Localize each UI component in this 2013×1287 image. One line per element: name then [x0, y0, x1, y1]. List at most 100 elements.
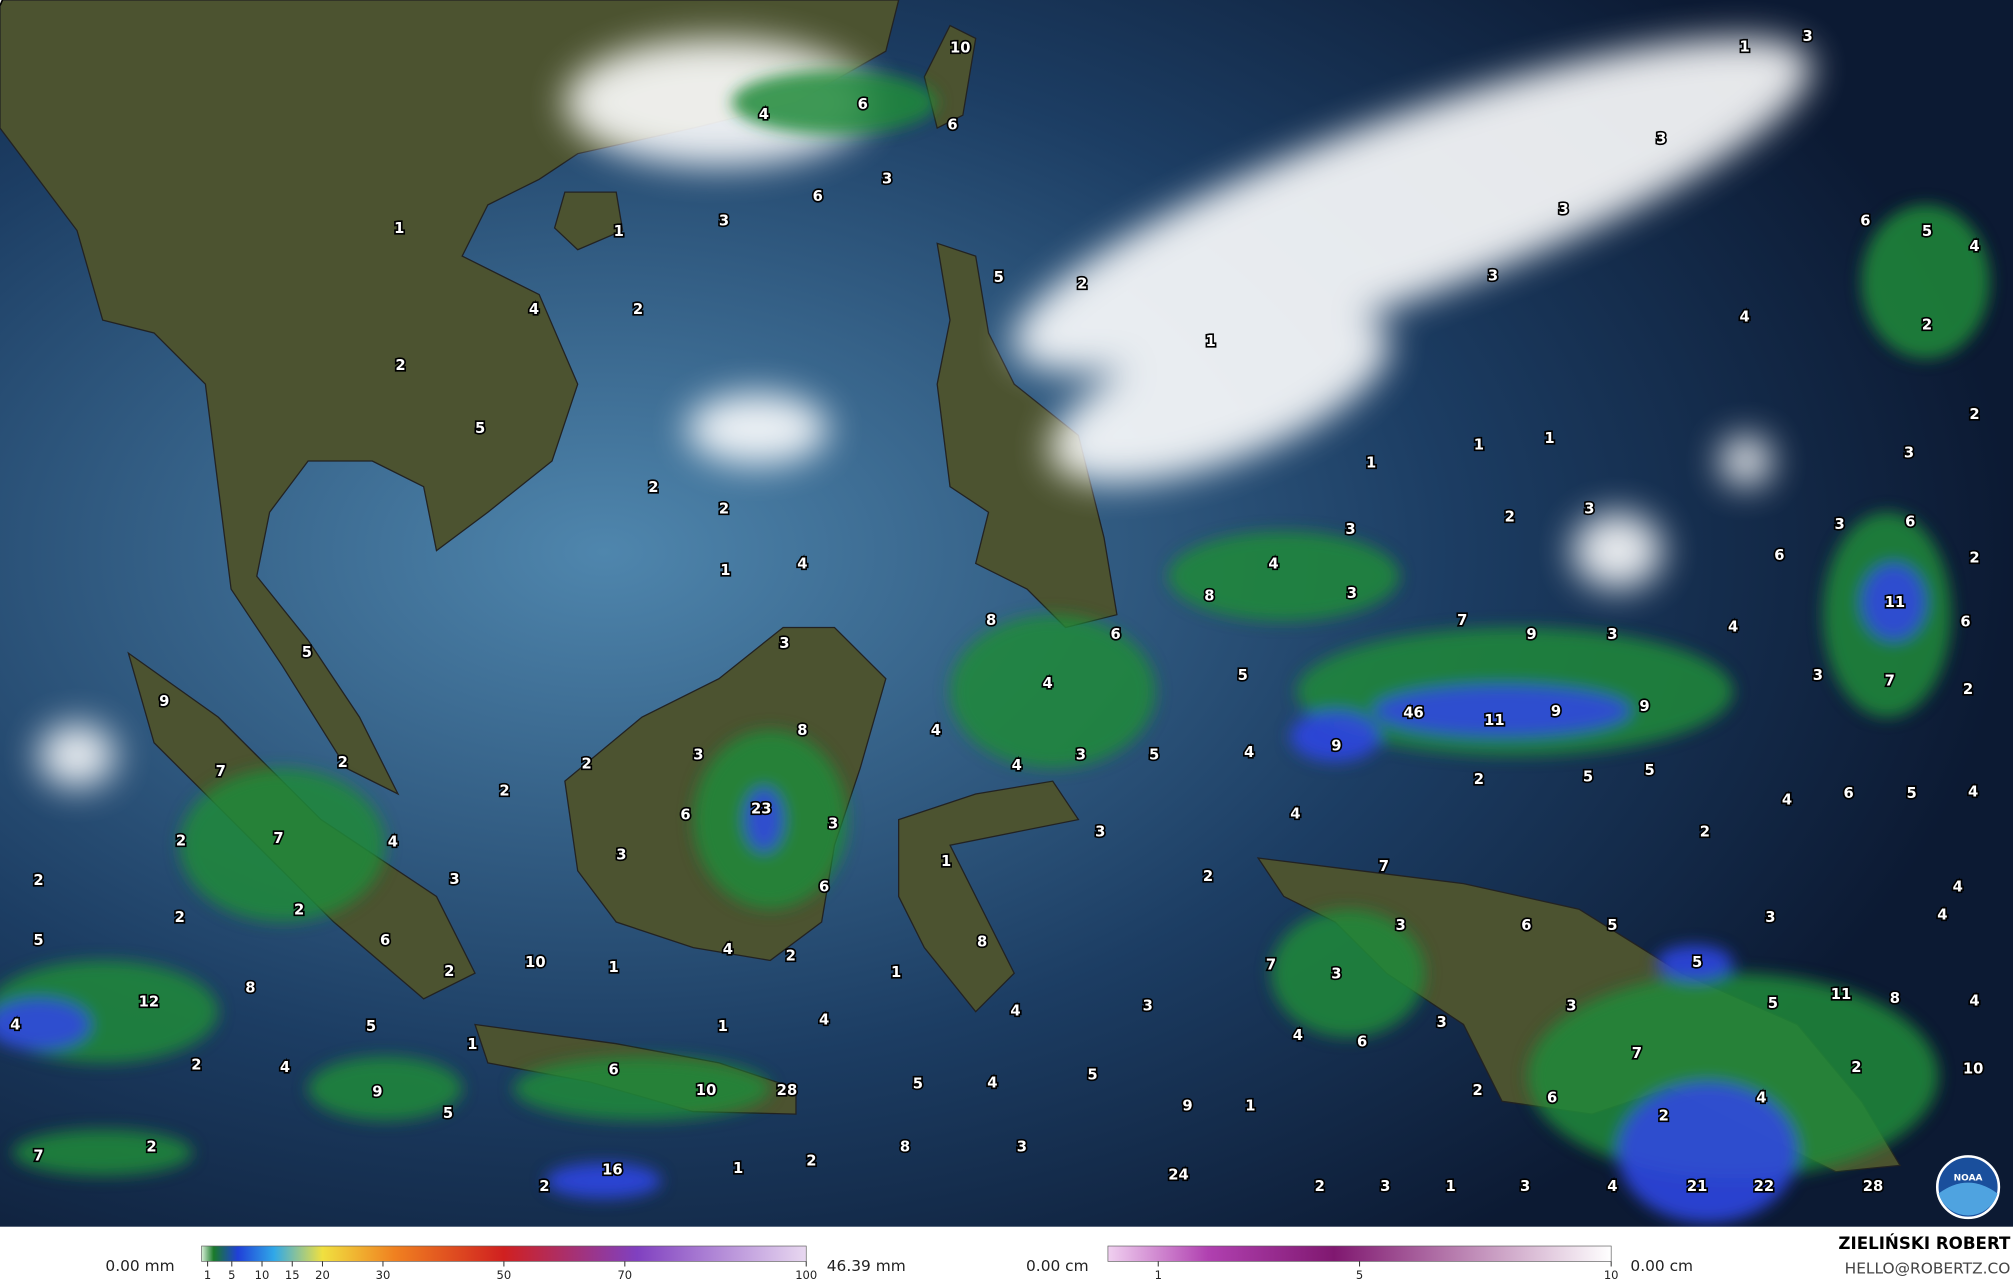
precip-label: 5 [913, 1076, 923, 1093]
precip-label: 2 [176, 832, 186, 849]
precip-label: 4 [1290, 805, 1300, 822]
precip-label: 2 [719, 501, 729, 518]
precip-label: 6 [1774, 547, 1784, 564]
precip-label: 3 [1835, 516, 1845, 533]
tick-label: 20 [315, 1268, 330, 1282]
snow-max: 0.00 cm [1630, 1257, 1693, 1275]
precip-label: 2 [499, 782, 509, 799]
precip-label: 3 [449, 871, 459, 888]
precip-label: 3 [1347, 585, 1357, 602]
precip-label: 28 [1863, 1178, 1884, 1195]
precip-label: 1 [1740, 38, 1750, 55]
precip-label: 3 [1395, 917, 1405, 934]
precip-label: 3 [1520, 1178, 1530, 1195]
precip-label: 6 [1960, 613, 1970, 630]
tick-label: 1 [204, 1268, 211, 1282]
precip-label: 3 [1437, 1014, 1447, 1031]
precip-label: 12 [139, 994, 160, 1011]
precip-label: 5 [1692, 954, 1702, 971]
clouds [38, 37, 1812, 788]
precip-label: 6 [1547, 1090, 1557, 1107]
precip-label: 6 [858, 96, 868, 113]
precip-label: 7 [1632, 1045, 1642, 1062]
precip-label: 4 [1968, 784, 1978, 801]
precip-label: 2 [33, 872, 43, 889]
precip-label: 1 [1245, 1097, 1255, 1114]
snow-colorbar [1107, 1245, 1612, 1262]
precip-label: 6 [609, 1062, 619, 1079]
precip-label: 3 [1380, 1178, 1390, 1195]
precip-label: 2 [395, 357, 405, 374]
precip-label: 4 [723, 941, 733, 958]
precip-label: 2 [648, 479, 658, 496]
rain-colorbar [201, 1245, 807, 1262]
precipitation [0, 70, 1990, 1223]
precip-label: 1 [720, 562, 730, 579]
precip-label: 9 [1551, 703, 1561, 720]
precip-label: 7 [1266, 957, 1276, 974]
tick-label: 5 [1356, 1268, 1363, 1282]
precip-label: 5 [1607, 917, 1617, 934]
rain-max: 46.39 mm [827, 1257, 906, 1275]
precip-label: 5 [1768, 995, 1778, 1012]
precip-label: 3 [1017, 1138, 1027, 1155]
precip-label: 11 [1885, 594, 1906, 611]
tick-label: 50 [497, 1268, 512, 1282]
precip-label: 16 [602, 1161, 623, 1178]
precip-label: 3 [1566, 998, 1576, 1015]
precip-label: 8 [1890, 990, 1900, 1007]
precip-label: 4 [1969, 992, 1979, 1009]
credit-email: HELLO@ROBERTZ.CO [1845, 1260, 2011, 1278]
precip-label: 4 [1728, 619, 1738, 636]
precip-label: 2 [294, 902, 304, 919]
precip-label: 6 [947, 117, 957, 134]
precip-label: 5 [1087, 1067, 1097, 1084]
precip-label: 8 [1204, 588, 1214, 605]
precip-label: 9 [1526, 626, 1536, 643]
precip-label: 24 [1168, 1167, 1189, 1184]
precip-label: 2 [1700, 823, 1710, 840]
tick-label: 100 [795, 1268, 817, 1282]
precip-label: 7 [1885, 672, 1895, 689]
precip-label: 3 [1143, 998, 1153, 1015]
tick-label: 5 [228, 1268, 235, 1282]
precip-label: 4 [1607, 1178, 1617, 1195]
precip-label: 2 [191, 1056, 201, 1073]
precip-label: 6 [1905, 513, 1915, 530]
precip-label: 6 [819, 878, 829, 895]
credit-name: ZIELIŃSKI ROBERT [1838, 1234, 2011, 1253]
precip-label: 2 [338, 754, 348, 771]
precip-label: 4 [1756, 1090, 1766, 1107]
precip-label: 1 [1544, 430, 1554, 447]
precip-label: 1 [394, 220, 404, 237]
precip-label: 7 [273, 830, 283, 847]
precip-label: 3 [616, 846, 626, 863]
precip-label: 5 [1906, 785, 1916, 802]
precip-label: 4 [1268, 556, 1278, 573]
precip-label: 2 [1203, 868, 1213, 885]
precip-label: 2 [582, 756, 592, 773]
precip-label: 10 [1963, 1060, 1984, 1077]
precip-label: 6 [813, 188, 823, 205]
precip-label: 4 [388, 834, 398, 851]
precip-label: 3 [1331, 966, 1341, 983]
precip-label: 1 [1474, 437, 1484, 454]
precip-label: 4 [987, 1074, 997, 1091]
precip-label: 4 [797, 556, 807, 573]
precip-label: 46 [1403, 704, 1424, 721]
legend-ticks: 1 5 10 15 20 30 50 70 100 1 5 10 [204, 1261, 1619, 1282]
precip-label: 6 [1110, 626, 1120, 643]
precip-label: 5 [1645, 762, 1655, 779]
precip-label: 10 [696, 1082, 717, 1099]
precip-label: 5 [302, 644, 312, 661]
precip-label: 8 [797, 722, 807, 739]
logo-text: NOAA [1954, 1174, 1983, 1184]
precip-label: 5 [1583, 768, 1593, 785]
precip-label: 2 [175, 909, 185, 926]
precip-label: 10 [950, 40, 971, 57]
precip-label: 11 [1484, 712, 1505, 729]
precip-label: 2 [146, 1138, 156, 1155]
precip-label: 4 [1953, 878, 1963, 895]
